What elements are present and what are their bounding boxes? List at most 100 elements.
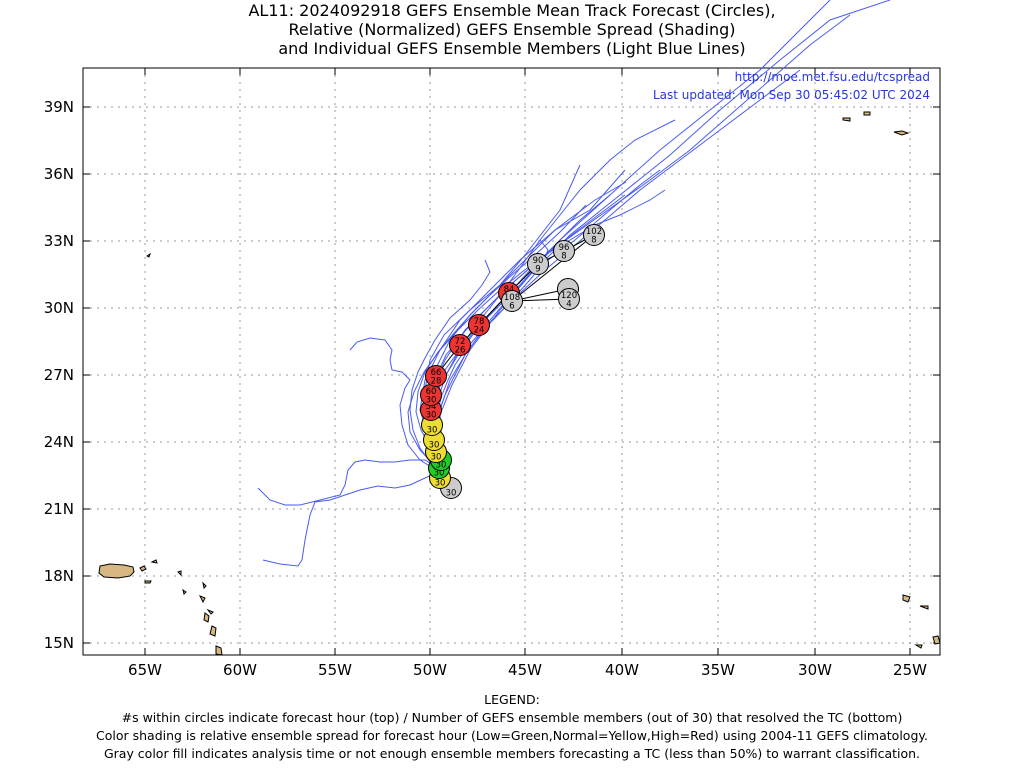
title-line-2: Relative (Normalized) GEFS Ensemble Spre… xyxy=(288,20,736,39)
track-circle-fill xyxy=(468,314,490,336)
member-track xyxy=(407,189,666,481)
track-circle: 968 xyxy=(553,240,575,262)
island xyxy=(144,580,152,584)
island xyxy=(198,595,206,604)
track-circle-fill xyxy=(425,365,447,387)
legend-heading: LEGEND: xyxy=(484,692,540,707)
cape-verde-island xyxy=(914,644,923,649)
lat-label: 33N xyxy=(44,232,74,250)
forecast-hour-label: 78 xyxy=(474,317,485,327)
lat-label: 30N xyxy=(44,299,74,317)
member-count-label: 30 xyxy=(446,489,457,499)
forecast-hour-label: 102 xyxy=(586,227,602,237)
island xyxy=(215,645,223,656)
member-track xyxy=(409,259,491,481)
forecast-hour-label: 120 xyxy=(561,291,577,301)
lat-label: 18N xyxy=(44,567,74,585)
track-circle-fill xyxy=(449,334,471,356)
forecast-hour-label: 54 xyxy=(426,402,437,412)
lat-lon-grid xyxy=(83,68,940,655)
legend-line-2: Color shading is relative ensemble sprea… xyxy=(96,728,928,743)
member-track xyxy=(424,164,581,481)
member-count-label: 4 xyxy=(566,300,571,310)
island xyxy=(202,581,207,590)
azores-island xyxy=(842,117,851,122)
lon-label: 55W xyxy=(318,661,352,679)
member-track xyxy=(435,119,676,481)
forecast-hour-label: 96 xyxy=(559,243,570,253)
forecast-hour-label: 60 xyxy=(426,387,437,397)
member-count-label: 26 xyxy=(455,346,466,356)
member-count-label: 30 xyxy=(429,441,440,451)
island xyxy=(206,608,214,615)
member-count-label: 8 xyxy=(561,252,566,262)
azores-island xyxy=(893,130,910,136)
cape-verde-island xyxy=(919,605,929,610)
island xyxy=(150,559,158,564)
track-circle: 909 xyxy=(527,253,549,275)
lon-label: 60W xyxy=(223,661,257,679)
lon-label: 25W xyxy=(893,661,927,679)
puerto-rico-landmass xyxy=(98,563,135,579)
lon-label: 35W xyxy=(701,661,735,679)
member-count-label: 30 xyxy=(426,396,437,406)
member-count-label: 6 xyxy=(509,302,514,312)
forecast-hour-label: 84 xyxy=(504,285,515,295)
legend-line-1: #s within circles indicate forecast hour… xyxy=(121,710,903,725)
source-url-text: http://moe.met.fsu.edu/tcspread xyxy=(735,70,930,84)
member-count-label: 30 xyxy=(427,426,438,436)
member-track xyxy=(437,69,801,481)
latitude-labels: 39N 36N 33N 30N 27N 24N 21N 18N 15N xyxy=(44,98,74,652)
lon-label: 50W xyxy=(413,661,447,679)
lat-label: 27N xyxy=(44,366,74,384)
azores-island xyxy=(863,111,871,116)
last-updated-text: Last updated: Mon Sep 30 05:45:02 UTC 20… xyxy=(653,88,930,102)
member-track xyxy=(419,169,626,481)
lon-label: 65W xyxy=(128,661,162,679)
forecast-hour-label: 72 xyxy=(455,337,466,347)
member-track xyxy=(349,337,451,481)
lat-label: 24N xyxy=(44,433,74,451)
member-track xyxy=(257,459,451,506)
member-track xyxy=(433,169,661,481)
forecast-hour-label: 90 xyxy=(533,256,544,266)
lon-label: 40W xyxy=(605,661,639,679)
member-count-label: 9 xyxy=(535,265,540,275)
island xyxy=(209,625,217,637)
track-circle-fill xyxy=(553,240,575,262)
member-track xyxy=(426,14,851,481)
track-circle-fill xyxy=(558,288,580,310)
cape-verde-island xyxy=(902,594,911,603)
member-count-label: 30 xyxy=(434,469,445,479)
member-count-label: 30 xyxy=(436,461,447,471)
lat-label: 36N xyxy=(44,165,74,183)
lat-label: 15N xyxy=(44,634,74,652)
axis-ticks xyxy=(83,68,940,655)
island xyxy=(182,588,187,595)
mean-track-circles: 3030303030303054306030662872267824849099… xyxy=(420,224,605,499)
island xyxy=(146,252,151,258)
forecast-hour-label: 66 xyxy=(431,368,442,378)
member-count-label: 30 xyxy=(426,411,437,421)
island xyxy=(203,612,210,623)
plot-frame xyxy=(82,67,941,656)
member-count-label: 30 xyxy=(435,479,446,489)
track-circle-fill xyxy=(527,253,549,275)
cape-verde-island xyxy=(932,635,941,645)
member-count-label: 30 xyxy=(431,453,442,463)
title-line-1: AL11: 2024092918 GEFS Ensemble Mean Trac… xyxy=(248,1,776,20)
lon-label: 45W xyxy=(508,661,542,679)
member-count-label: 8 xyxy=(591,236,596,246)
lat-label: 21N xyxy=(44,500,74,518)
lat-label: 39N xyxy=(44,98,74,116)
title-line-3: and Individual GEFS Ensemble Members (Li… xyxy=(278,39,746,58)
member-track xyxy=(262,471,451,567)
